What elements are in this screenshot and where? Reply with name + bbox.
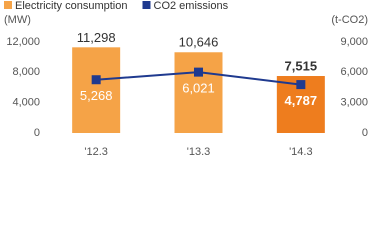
bar	[72, 47, 121, 133]
x-tick-label: '12.3	[84, 146, 108, 158]
x-tick-label: '13.3	[187, 146, 211, 158]
bar-value-label: 11,298	[77, 30, 116, 45]
bar-value-label: 10,646	[179, 35, 219, 50]
line-marker	[91, 75, 101, 85]
line-value-label: 5,268	[80, 88, 113, 103]
line-value-label: 6,021	[182, 81, 215, 96]
bar-value-label: 7,515	[285, 58, 318, 73]
y-axis-label: (MW)	[4, 14, 31, 26]
line-marker	[296, 80, 306, 90]
line-value-label: 4,787	[285, 93, 318, 108]
y2-tick-label: 9,000	[340, 36, 368, 48]
y-tick-label: 8,000	[12, 66, 40, 78]
y2-tick-label: 6,000	[340, 66, 368, 78]
line-marker	[194, 67, 203, 77]
y2-tick-label: 0	[362, 127, 368, 139]
y2-tick-label: 3,000	[340, 97, 368, 109]
legend-label: CO2 emissions	[154, 0, 229, 12]
y-tick-label: 12,000	[6, 36, 40, 48]
legend-swatch	[142, 1, 151, 9]
x-tick-label: '14.3	[289, 146, 313, 158]
legend-label: Electricity consumption	[15, 0, 128, 12]
y-tick-label: 0	[34, 127, 40, 139]
chart: (MW) (t-CO2) 0 4,000 8,000 12,000 0 3,000 6,00…	[4, 0, 368, 158]
y-tick-label: 4,000	[12, 97, 40, 109]
legend-swatch	[4, 1, 12, 9]
bar	[174, 52, 223, 133]
y2-axis-label: (t-CO2)	[331, 14, 368, 26]
